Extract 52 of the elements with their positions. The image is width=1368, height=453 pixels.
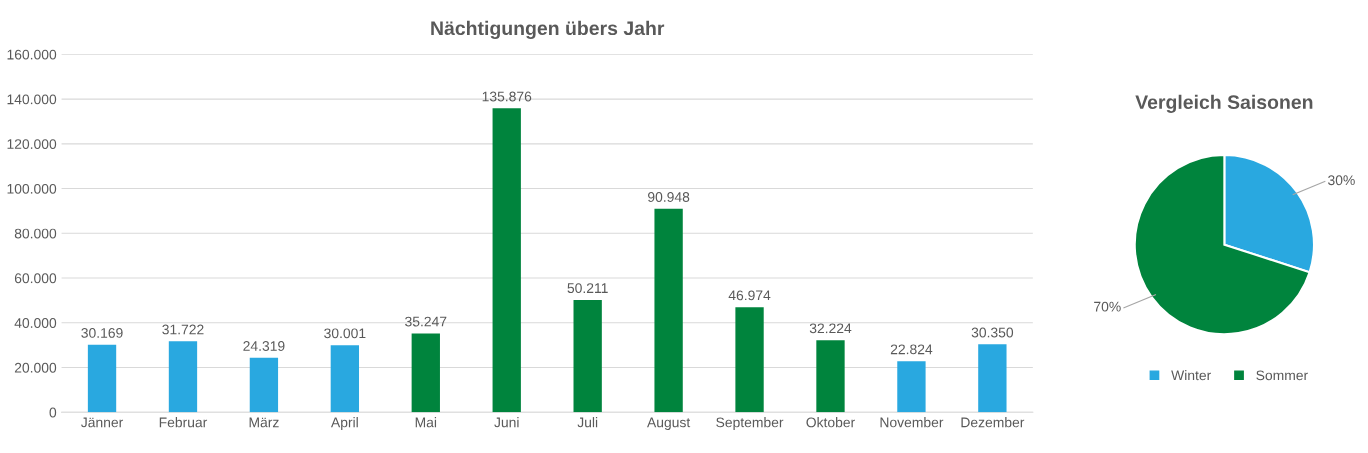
bar bbox=[897, 361, 926, 413]
data-label: 50.211 bbox=[567, 283, 608, 294]
data-label: 70% bbox=[1094, 301, 1121, 312]
bar bbox=[816, 340, 845, 413]
x-tick-label: Juni bbox=[494, 417, 519, 428]
y-tick-label: 40.000 bbox=[14, 318, 57, 328]
data-label: 90.948 bbox=[648, 192, 690, 202]
data-label: 35.247 bbox=[405, 316, 447, 327]
chart-title: Vergleich Saisonen bbox=[1135, 94, 1313, 113]
x-tick-label: September bbox=[716, 417, 784, 431]
bar bbox=[654, 208, 683, 413]
bar bbox=[330, 345, 360, 413]
x-tick-label: November bbox=[880, 417, 944, 428]
data-label: 135.876 bbox=[482, 91, 532, 102]
y-tick-label: 140.000 bbox=[7, 94, 57, 105]
data-label: 30.169 bbox=[81, 328, 123, 338]
y-tick-label: 100.000 bbox=[7, 183, 57, 194]
legend-label: Sommer bbox=[1256, 370, 1308, 381]
bar bbox=[411, 333, 440, 413]
legend-label: Winter bbox=[1171, 370, 1212, 381]
data-label: 24.319 bbox=[243, 341, 285, 351]
data-label: 22.824 bbox=[890, 344, 933, 355]
bar bbox=[87, 344, 117, 413]
data-label: 30.350 bbox=[971, 327, 1014, 338]
x-tick-label: Juli bbox=[577, 417, 598, 428]
chart-title: Nächtigungen übers Jahr bbox=[431, 20, 665, 40]
x-tick-label: Jänner bbox=[81, 417, 124, 428]
x-tick-label: April bbox=[330, 417, 358, 431]
y-tick-label: 60.000 bbox=[14, 273, 57, 284]
y-tick-label: 160.000 bbox=[7, 49, 57, 60]
x-tick-label: Dezember bbox=[961, 417, 1025, 428]
x-tick-label: Oktober bbox=[806, 417, 855, 428]
data-label: 32.224 bbox=[809, 323, 852, 334]
pie-slice bbox=[1133, 153, 1311, 336]
data-label: 30% bbox=[1328, 175, 1355, 186]
bar bbox=[249, 357, 279, 413]
data-label: 30.001 bbox=[324, 328, 366, 339]
y-tick-label: 20.000 bbox=[14, 362, 57, 373]
x-tick-label: März bbox=[249, 417, 279, 428]
bar bbox=[735, 307, 764, 413]
data-label: 46.974 bbox=[728, 290, 771, 301]
bar bbox=[168, 341, 198, 413]
bar bbox=[978, 344, 1007, 413]
x-tick-label: Februar bbox=[159, 417, 208, 428]
bar bbox=[492, 108, 521, 413]
data-label: 31.722 bbox=[162, 324, 204, 335]
y-tick-label: 120.000 bbox=[7, 139, 57, 149]
x-tick-label: Mai bbox=[415, 417, 437, 428]
y-tick-label: 80.000 bbox=[14, 228, 57, 239]
x-tick-label: August bbox=[647, 417, 691, 431]
y-tick-label: 0 bbox=[49, 407, 57, 418]
bar bbox=[573, 299, 602, 413]
